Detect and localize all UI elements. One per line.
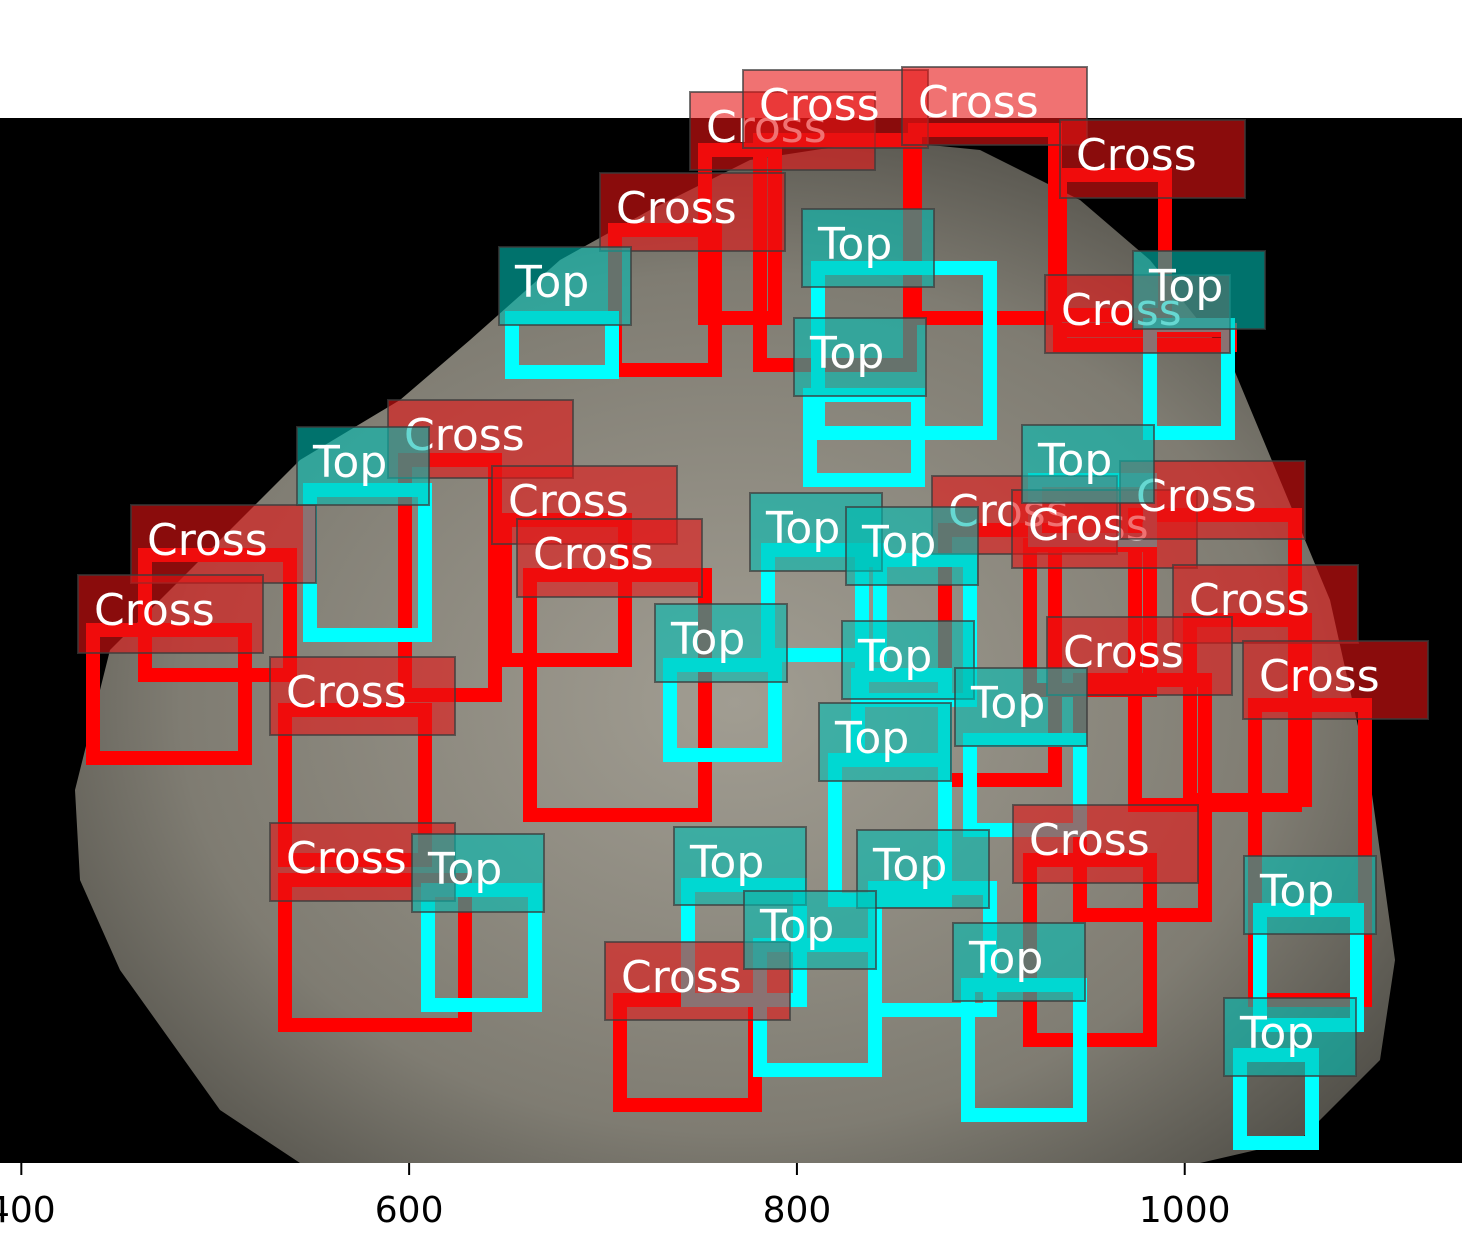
box-label: Cross — [616, 183, 737, 234]
label-background — [498, 246, 632, 326]
box-label: Top — [514, 257, 589, 308]
box-label: Top — [970, 678, 1045, 729]
box-label: Top — [765, 503, 840, 554]
label-background — [269, 656, 456, 736]
box-label: Cross — [533, 529, 654, 580]
box-label: Top — [1239, 1008, 1314, 1059]
label-background — [845, 506, 979, 586]
box-label: Top — [1148, 261, 1223, 312]
box-label: Cross — [286, 833, 407, 884]
label-background — [1059, 119, 1246, 199]
box-label: Top — [817, 219, 892, 270]
x-tick-label: 400 — [0, 1190, 56, 1231]
label-background — [411, 833, 545, 913]
box-label: Cross — [286, 667, 407, 718]
box-label: Top — [1037, 435, 1112, 486]
x-tick-label: 800 — [763, 1190, 832, 1231]
box-label: Top — [968, 933, 1043, 984]
box-label: Cross — [1076, 130, 1197, 181]
box-label: Top — [759, 901, 834, 952]
box-label: Top — [312, 437, 387, 488]
box-label: Cross — [147, 515, 268, 566]
box-label: Top — [1259, 866, 1334, 917]
box-label: Top — [427, 844, 502, 895]
label-background — [1243, 855, 1377, 935]
box-label: Top — [834, 713, 909, 764]
box-label: Cross — [759, 80, 880, 131]
label-background — [856, 829, 990, 909]
label-background — [1242, 640, 1429, 720]
label-background — [77, 574, 264, 654]
label-background — [841, 620, 975, 700]
label-background — [793, 317, 927, 397]
box-label: Cross — [1029, 815, 1150, 866]
label-background — [954, 667, 1088, 747]
box-label: Top — [872, 840, 947, 891]
box-label: Top — [689, 837, 764, 888]
label-background — [801, 208, 935, 288]
x-tick-label: 1000 — [1139, 1190, 1231, 1231]
label-background — [1012, 804, 1199, 884]
x-tick-label: 600 — [375, 1190, 444, 1231]
label-background — [818, 702, 952, 782]
label-background — [654, 603, 788, 683]
label-background — [599, 172, 786, 252]
box-label: Cross — [94, 585, 215, 636]
label-background — [516, 518, 703, 598]
box-label: Top — [861, 517, 936, 568]
label-background — [130, 504, 317, 584]
label-background — [1132, 250, 1266, 330]
box-label: Top — [857, 631, 932, 682]
box-label: Top — [670, 614, 745, 665]
box-label: Cross — [1259, 651, 1380, 702]
box-label: Cross — [1136, 471, 1257, 522]
box-label: Cross — [918, 77, 1039, 128]
label-background — [296, 426, 430, 506]
box-label: Top — [809, 328, 884, 379]
label-background — [743, 890, 877, 970]
box-label: Cross — [621, 952, 742, 1003]
label-background — [901, 66, 1088, 146]
label-background — [952, 922, 1086, 1002]
label-background — [1021, 424, 1155, 504]
label-background — [1223, 997, 1357, 1077]
